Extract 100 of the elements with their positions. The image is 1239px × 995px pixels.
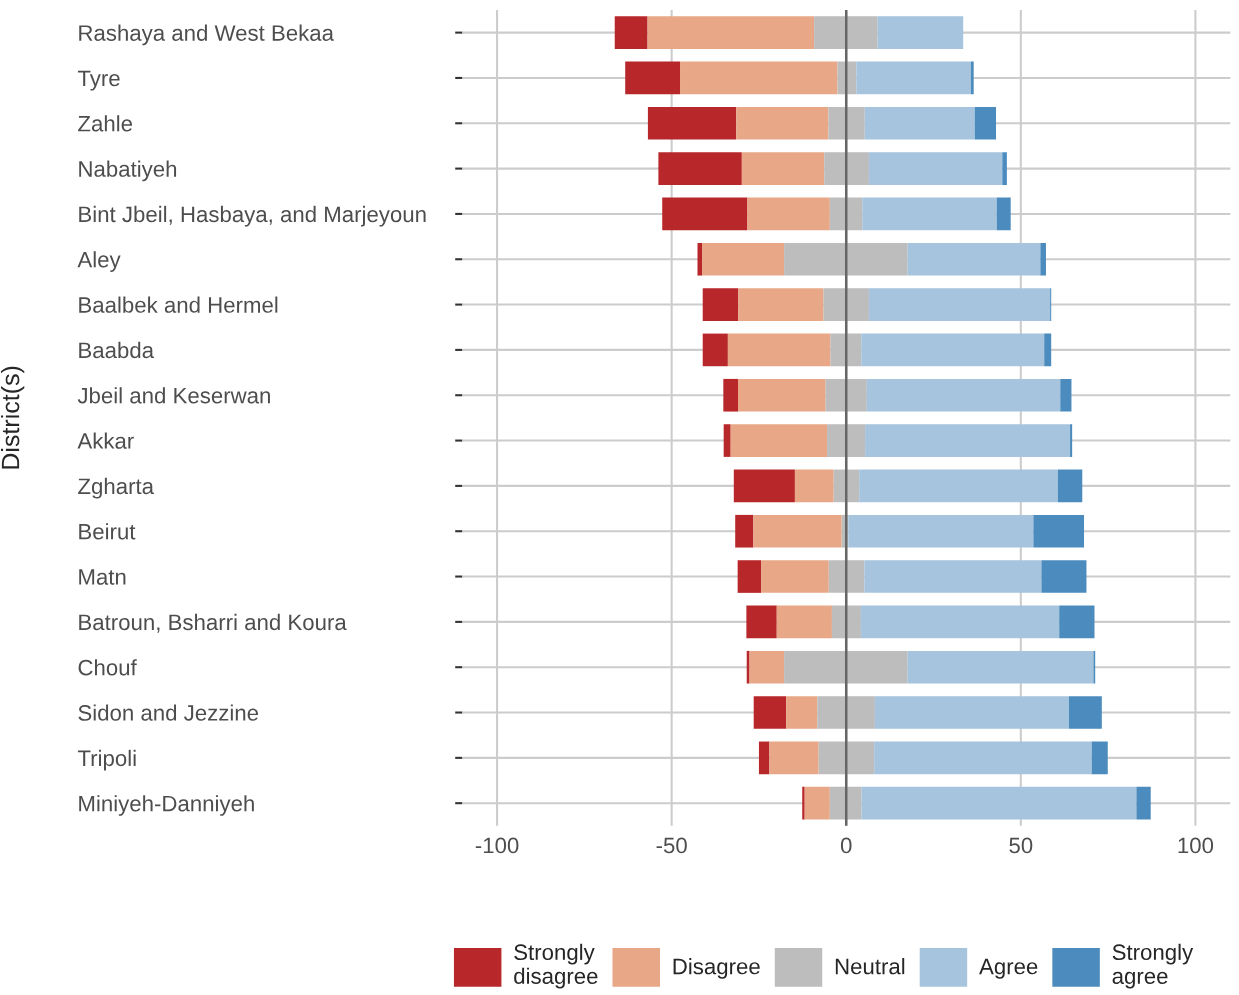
bar <box>730 424 828 457</box>
legend-label: Strongly agree <box>1112 943 1194 989</box>
y-tick-label: Matn <box>79 569 126 585</box>
bar <box>828 560 865 593</box>
bar <box>736 106 829 140</box>
bar <box>738 288 824 321</box>
bar <box>868 288 1051 321</box>
bar <box>907 650 1094 684</box>
bar <box>829 786 862 820</box>
y-tick-label: Rashaya and West Bekaa <box>79 24 334 46</box>
y-tick-label: Batroun, Bsharri and Koura <box>79 613 347 633</box>
bar <box>970 61 974 95</box>
y-tick-label: Sidon and Jezzine <box>78 704 259 721</box>
y-tick-label: Aley <box>77 251 121 272</box>
y-tick-label: Akkar <box>77 432 134 449</box>
y-tick-label: Zahle <box>78 115 133 132</box>
bar <box>804 786 830 820</box>
bar <box>831 605 861 639</box>
bar <box>860 605 1060 639</box>
bar <box>625 61 681 95</box>
bar <box>829 197 863 231</box>
bar <box>865 424 1071 457</box>
bar <box>868 152 1003 185</box>
bar <box>784 242 908 276</box>
bar <box>1033 514 1085 548</box>
bar <box>747 197 830 231</box>
bar <box>824 152 869 185</box>
bar <box>864 560 1042 593</box>
bar <box>662 197 748 231</box>
bar <box>761 560 829 593</box>
bar <box>974 106 997 140</box>
bar <box>737 378 826 412</box>
y-tick-label: Miniyeh-Danniyeh <box>79 795 254 816</box>
bar <box>647 106 737 140</box>
bar <box>733 469 795 503</box>
y-tick-label: Nabatiyeh <box>79 160 177 182</box>
legend-label: Disagree <box>673 958 760 979</box>
bar <box>702 242 785 276</box>
bar <box>784 650 908 684</box>
bar <box>746 650 750 684</box>
x-tick-label: 50 <box>1009 837 1033 854</box>
y-tick-label: Tripoli <box>77 749 136 771</box>
bar <box>727 333 831 367</box>
bar <box>723 378 738 412</box>
bar <box>874 696 1070 729</box>
bar <box>877 16 964 49</box>
bar <box>861 786 1137 820</box>
bar <box>702 333 728 367</box>
bar <box>1041 560 1087 593</box>
y-axis-title: District(s) <box>0 366 25 469</box>
bar <box>658 152 742 185</box>
bar <box>874 741 1092 775</box>
x-tick-label: 100 <box>1178 837 1214 854</box>
bar <box>825 378 867 412</box>
bar <box>647 16 815 49</box>
x-tick-label: -100 <box>475 837 519 854</box>
bar <box>1059 605 1095 639</box>
bar <box>861 333 1045 367</box>
bar <box>996 197 1011 231</box>
bar <box>741 152 825 185</box>
legend-label: Agree <box>979 958 1038 979</box>
bar <box>753 514 842 548</box>
bar <box>794 469 834 503</box>
bar <box>1091 741 1108 775</box>
bar <box>828 106 865 140</box>
bar <box>735 514 754 548</box>
bar <box>856 61 971 95</box>
y-tick-label: Zgharta <box>78 477 155 499</box>
bar <box>746 605 777 639</box>
bar <box>697 242 703 276</box>
bar <box>737 560 762 593</box>
bar <box>802 786 805 820</box>
bar <box>818 741 875 775</box>
bar <box>814 16 878 49</box>
y-tick-label: Chouf <box>78 659 137 676</box>
bar <box>769 741 819 775</box>
bar <box>1069 696 1102 729</box>
bar <box>702 288 739 321</box>
x-tick-label: -50 <box>656 837 687 854</box>
y-tick-label: Bint Jbeil, Hasbaya, and Marjeyoun <box>79 205 426 227</box>
bar <box>823 288 869 321</box>
bar <box>1060 378 1072 412</box>
bar <box>1136 786 1151 820</box>
bar <box>1057 469 1083 503</box>
bar <box>749 650 785 684</box>
bar <box>864 106 975 140</box>
y-tick-label: Baalbek and Hermel <box>79 296 278 313</box>
legend-label: Neutral <box>835 958 905 975</box>
y-tick-label: Beirut <box>79 523 136 540</box>
bar <box>758 741 770 775</box>
bar <box>680 61 838 95</box>
bar <box>827 424 866 457</box>
bar <box>614 16 648 49</box>
bar <box>753 696 787 729</box>
bar <box>1002 152 1007 185</box>
bar <box>776 605 832 639</box>
y-tick-label: Baabda <box>79 341 155 359</box>
bar <box>862 197 997 231</box>
bar <box>1044 333 1052 367</box>
legend-label: Strongly disagree <box>514 943 598 989</box>
